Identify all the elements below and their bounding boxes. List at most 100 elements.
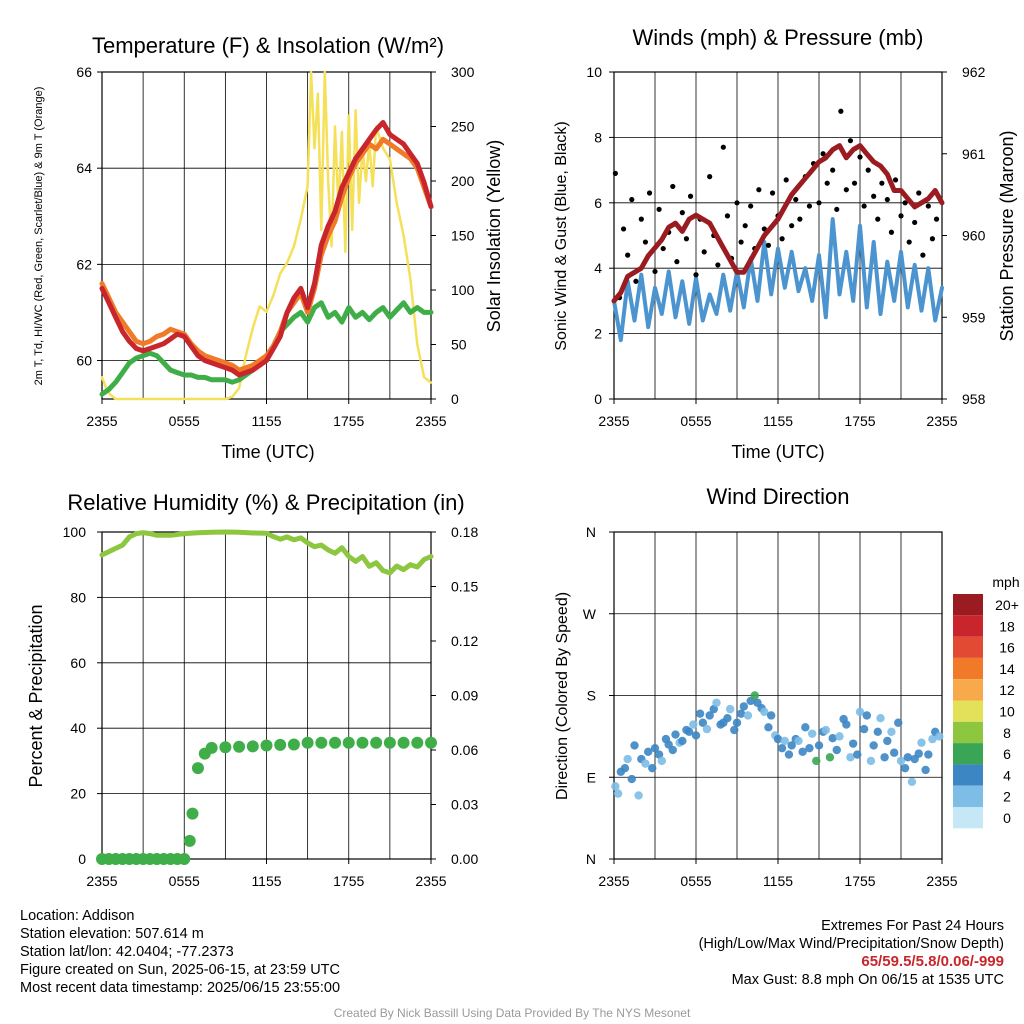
direction-point <box>917 738 926 747</box>
gust-point <box>925 203 931 209</box>
gust-point <box>620 226 627 232</box>
gust-point <box>638 216 644 222</box>
direction-point <box>924 750 933 759</box>
colorbar-label: 18 <box>999 618 1015 634</box>
gust-point <box>865 167 871 173</box>
direction-point <box>812 756 821 766</box>
direction-point <box>689 720 698 729</box>
direction-point <box>709 704 718 714</box>
x-tick-label: 1755 <box>844 413 875 429</box>
colorbar-swatch <box>953 594 983 616</box>
precip-point <box>287 738 300 751</box>
direction-point <box>846 753 855 762</box>
direction-point <box>876 714 885 723</box>
direction-point <box>903 753 913 762</box>
gust-point <box>783 177 789 183</box>
direction-point <box>859 724 869 734</box>
direction-point <box>887 727 896 737</box>
gust-point <box>888 229 895 235</box>
colorbar-swatch <box>953 721 983 744</box>
gust-point <box>660 245 666 252</box>
direction-point <box>730 725 739 735</box>
gust-point <box>633 278 639 284</box>
direction-point <box>828 733 837 743</box>
x-tick-label: 2355 <box>415 873 446 889</box>
gust-point <box>830 167 836 173</box>
precip-point <box>411 736 424 749</box>
direction-point <box>725 704 735 714</box>
direction-point <box>825 753 835 762</box>
direction-point <box>627 774 636 784</box>
y2-tick-label: 0.15 <box>451 579 478 595</box>
colorbar-label: 4 <box>1003 767 1011 783</box>
x-tick-label: 0555 <box>680 413 711 429</box>
gust-point <box>851 180 858 186</box>
gust-point <box>820 151 826 157</box>
gust-point <box>765 242 772 248</box>
direction-point <box>832 745 841 755</box>
x-tick-label: 2355 <box>86 873 117 889</box>
station-info: Location: Addison Station elevation: 507… <box>20 907 340 997</box>
recent-timestamp: Most recent data timestamp: 2025/06/15 2… <box>20 980 341 996</box>
direction-point <box>869 741 878 750</box>
y2-tick-label: 0.12 <box>451 633 478 649</box>
gust-point <box>742 223 748 229</box>
y-tick-label: 60 <box>76 353 92 369</box>
y-tick-label: 62 <box>76 256 92 272</box>
direction-point <box>630 741 639 750</box>
direction-point <box>780 736 790 746</box>
colorbar-label: 6 <box>1003 746 1011 762</box>
extremes-heading: Extremes For Past 24 Hours <box>821 918 1004 934</box>
extremes-values: 65/59.5/5.8/0.06/-999 <box>861 953 1004 970</box>
gust-point <box>816 200 822 206</box>
direction-point <box>634 791 643 800</box>
colorbar-swatch <box>953 700 983 722</box>
y2-tick-label: 0.00 <box>451 851 478 867</box>
direction-point <box>613 789 623 798</box>
direction-point <box>760 707 769 717</box>
humidity-panel: Relative Humidity (%) & Precipitation (i… <box>26 490 478 889</box>
direction-point <box>684 727 694 737</box>
y2-tick-label: 959 <box>962 309 986 325</box>
gust-point <box>929 236 936 242</box>
y2-tick-label: 0 <box>451 391 459 407</box>
x-tick-label: 2355 <box>926 413 957 429</box>
x-tick-label: 1755 <box>333 873 364 889</box>
direction-point <box>657 756 667 766</box>
gust-point <box>674 259 680 265</box>
gust-point <box>834 206 840 212</box>
direction-point <box>801 723 810 732</box>
direction-point <box>889 748 899 757</box>
gust-point <box>652 268 658 275</box>
precip-point <box>233 740 246 753</box>
y-tick-label: W <box>583 606 597 622</box>
gust-point <box>724 213 731 219</box>
y-tick-label: 8 <box>594 129 602 145</box>
y-tick-label: 4 <box>594 260 602 276</box>
direction-point <box>873 727 882 737</box>
direction-point <box>611 782 620 791</box>
gust-point <box>701 249 707 255</box>
direction-point <box>623 754 632 764</box>
y-tick-label: E <box>587 769 596 785</box>
gust-point <box>916 190 922 196</box>
direction-point <box>650 743 660 753</box>
temperature-x-axis-label: Time (UTC) <box>221 442 314 462</box>
direction-point <box>743 711 753 720</box>
direction-point <box>935 732 944 741</box>
colorbar-swatch <box>953 615 983 637</box>
colorbar-label: 14 <box>999 661 1015 677</box>
x-tick-label: 1755 <box>844 873 875 889</box>
credit-line: Created By Nick Bassill Using Data Provi… <box>333 1006 691 1020</box>
temperature-y-axis-label: 2m T, Td, HI/WC (Red, Green, Scarlet/Blu… <box>33 87 45 386</box>
gust-point <box>843 187 849 193</box>
winds-x-axis-label: Time (UTC) <box>731 442 824 462</box>
speed-colorbar: mph 20+ 18 16 14 12 10 8 6 4 2 0 <box>953 574 1020 829</box>
direction-point <box>736 709 746 718</box>
gust-point <box>715 262 721 268</box>
y2-tick-label: 200 <box>451 173 475 189</box>
temperature-title: Temperature (F) & Insolation (W/m²) <box>92 33 444 58</box>
winds-title: Winds (mph) & Pressure (mb) <box>633 25 924 50</box>
colorbar-label: 16 <box>999 640 1015 656</box>
